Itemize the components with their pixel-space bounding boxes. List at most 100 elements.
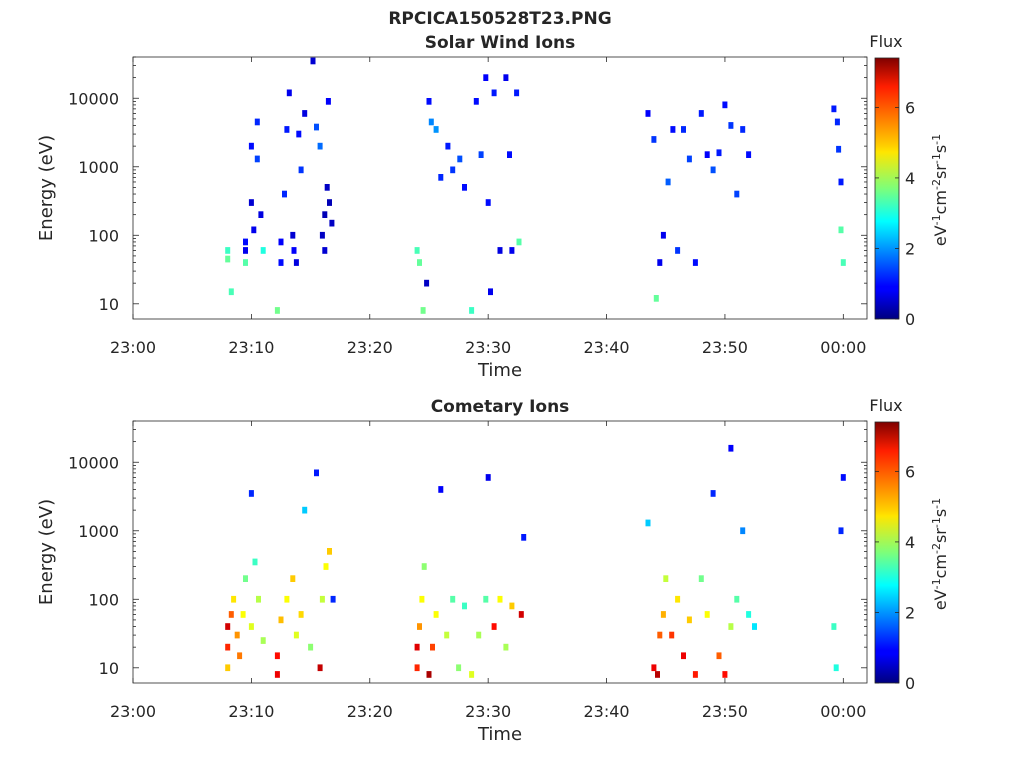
- spectrogram-cell: [752, 623, 757, 630]
- spectrogram-cell: [302, 506, 308, 514]
- spectrogram-cell: [722, 101, 728, 109]
- spectrogram-cell: [509, 247, 515, 254]
- spectrogram-cell: [710, 490, 716, 497]
- plot-frame: [132, 56, 868, 320]
- spectrogram-cell: [430, 643, 435, 651]
- spectrogram-cell: [734, 595, 740, 603]
- spectrogram-cell: [728, 623, 734, 630]
- spectrogram-cell: [838, 226, 844, 234]
- spectrogram-cell: [840, 474, 846, 481]
- x-tick-label: 23:30: [465, 702, 511, 721]
- spectrogram-cell: [657, 631, 663, 639]
- y-tick-label: 100: [88, 226, 119, 245]
- spectrogram-cell: [278, 616, 284, 624]
- spectrogram-cell: [290, 575, 296, 582]
- spectrogram-cell: [302, 110, 308, 117]
- spectrogram-cell: [516, 238, 522, 246]
- colorbar: [874, 421, 900, 684]
- spectrogram-cell: [507, 151, 512, 158]
- spectrogram-cell: [669, 631, 675, 639]
- spectrogram-cell: [469, 307, 475, 314]
- spectrogram-cell: [660, 231, 666, 239]
- spectrogram-cell: [655, 671, 660, 678]
- spectrogram-cell: [469, 671, 475, 678]
- spectrogram-cell: [722, 671, 728, 678]
- axes: 23:00 23:10 23:20 23:30 23:40 23:50 00:00 10 100…: [68, 56, 867, 357]
- spectrogram-cell: [284, 595, 290, 603]
- spectrogram-cell: [675, 595, 681, 603]
- spectrogram-cell: [314, 469, 319, 477]
- spectrogram-cell: [716, 652, 722, 660]
- spectrogram-cell: [698, 575, 704, 582]
- x-tick-label: 23:10: [228, 702, 274, 721]
- spectrogram-cell: [645, 519, 651, 527]
- spectrogram-cell: [317, 664, 323, 672]
- colorbar-ticks: 0 2 4 6: [875, 462, 915, 693]
- spectrogram-cell: [243, 259, 248, 266]
- x-tick-label: 23:30: [465, 338, 511, 357]
- spectrogram-cell: [450, 166, 456, 174]
- colorbar: [874, 57, 900, 320]
- spectrogram-cell: [746, 611, 752, 618]
- y-tick-label: 10: [99, 659, 119, 678]
- spectrogram-cell: [462, 602, 467, 610]
- x-tick-label: 23:20: [347, 702, 393, 721]
- spectrogram-cell: [426, 671, 432, 678]
- spectrogram-cell: [296, 130, 302, 138]
- spectrogram-cell: [225, 247, 231, 254]
- spectrogram-cell: [254, 155, 260, 163]
- spectrogram-cell: [485, 474, 491, 481]
- spectrogram-cell: [414, 247, 420, 254]
- spectrogram-cell: [330, 595, 336, 603]
- spectrogram-cell: [274, 671, 280, 678]
- spectrogram-cell: [663, 575, 669, 582]
- spectrogram-cell: [258, 211, 264, 218]
- spectrogram-cell: [291, 247, 297, 254]
- spectrogram-cell: [243, 575, 248, 582]
- spectrogram-cell: [476, 631, 482, 639]
- spectrogram-cell: [286, 89, 292, 97]
- spectrogram-cell: [653, 295, 659, 302]
- spectrogram-cell: [488, 288, 493, 296]
- panel-title: Solar Wind Ions: [425, 33, 576, 53]
- spectrogram-cell: [252, 558, 258, 566]
- x-tick-label: 23:00: [110, 338, 156, 357]
- spectrogram-cell: [325, 98, 331, 105]
- spectrogram-cell: [681, 652, 686, 660]
- spectrogram-cell: [234, 631, 240, 639]
- colorbar-title: Flux: [869, 32, 902, 51]
- spectrogram-cell: [734, 190, 740, 198]
- spectrogram-cell: [462, 184, 467, 191]
- spectrogram-cell: [651, 664, 657, 672]
- spectrogram-cell: [419, 595, 425, 603]
- cometary-ions-panel: Cometary Ions 23:00 23:10 23:20 23:30 23:40 2…: [36, 396, 950, 745]
- y-axis-label: Energy (eV): [36, 499, 57, 605]
- spectrogram-cell: [514, 89, 520, 97]
- spectrogram-cell: [293, 631, 299, 639]
- colorbar-tick-label: 6: [905, 98, 915, 117]
- spectrogram-cell: [424, 279, 430, 287]
- spectrogram-cell: [438, 174, 444, 181]
- spectrogram-cell: [248, 142, 254, 150]
- panel-title: Cometary Ions: [431, 397, 570, 417]
- spectrogram-cell: [317, 142, 323, 150]
- spectrogram-cell: [836, 145, 842, 153]
- spectrogram-cell: [456, 664, 462, 672]
- spectrogram-cell: [414, 664, 420, 672]
- y-tick-label: 1000: [78, 158, 119, 177]
- x-tick-label: 23:40: [583, 338, 629, 357]
- spectrogram-cell: [651, 136, 657, 143]
- spectrogram-cell: [834, 118, 840, 126]
- spectrogram-cell: [450, 595, 456, 603]
- spectrogram-cell: [254, 118, 260, 126]
- spectrogram-cell: [290, 231, 296, 239]
- spectrogram-cell: [243, 238, 248, 246]
- colorbar-tick-label: 0: [905, 674, 915, 693]
- spectrogram-cell: [457, 155, 463, 163]
- spectrogram-cell: [278, 238, 284, 246]
- spectrogram-cell: [433, 611, 439, 618]
- spectrogram-cell: [274, 652, 280, 660]
- spectrogram-cell: [225, 623, 231, 630]
- spectrogram-cell: [322, 211, 328, 218]
- spectrogram-cell: [473, 98, 479, 105]
